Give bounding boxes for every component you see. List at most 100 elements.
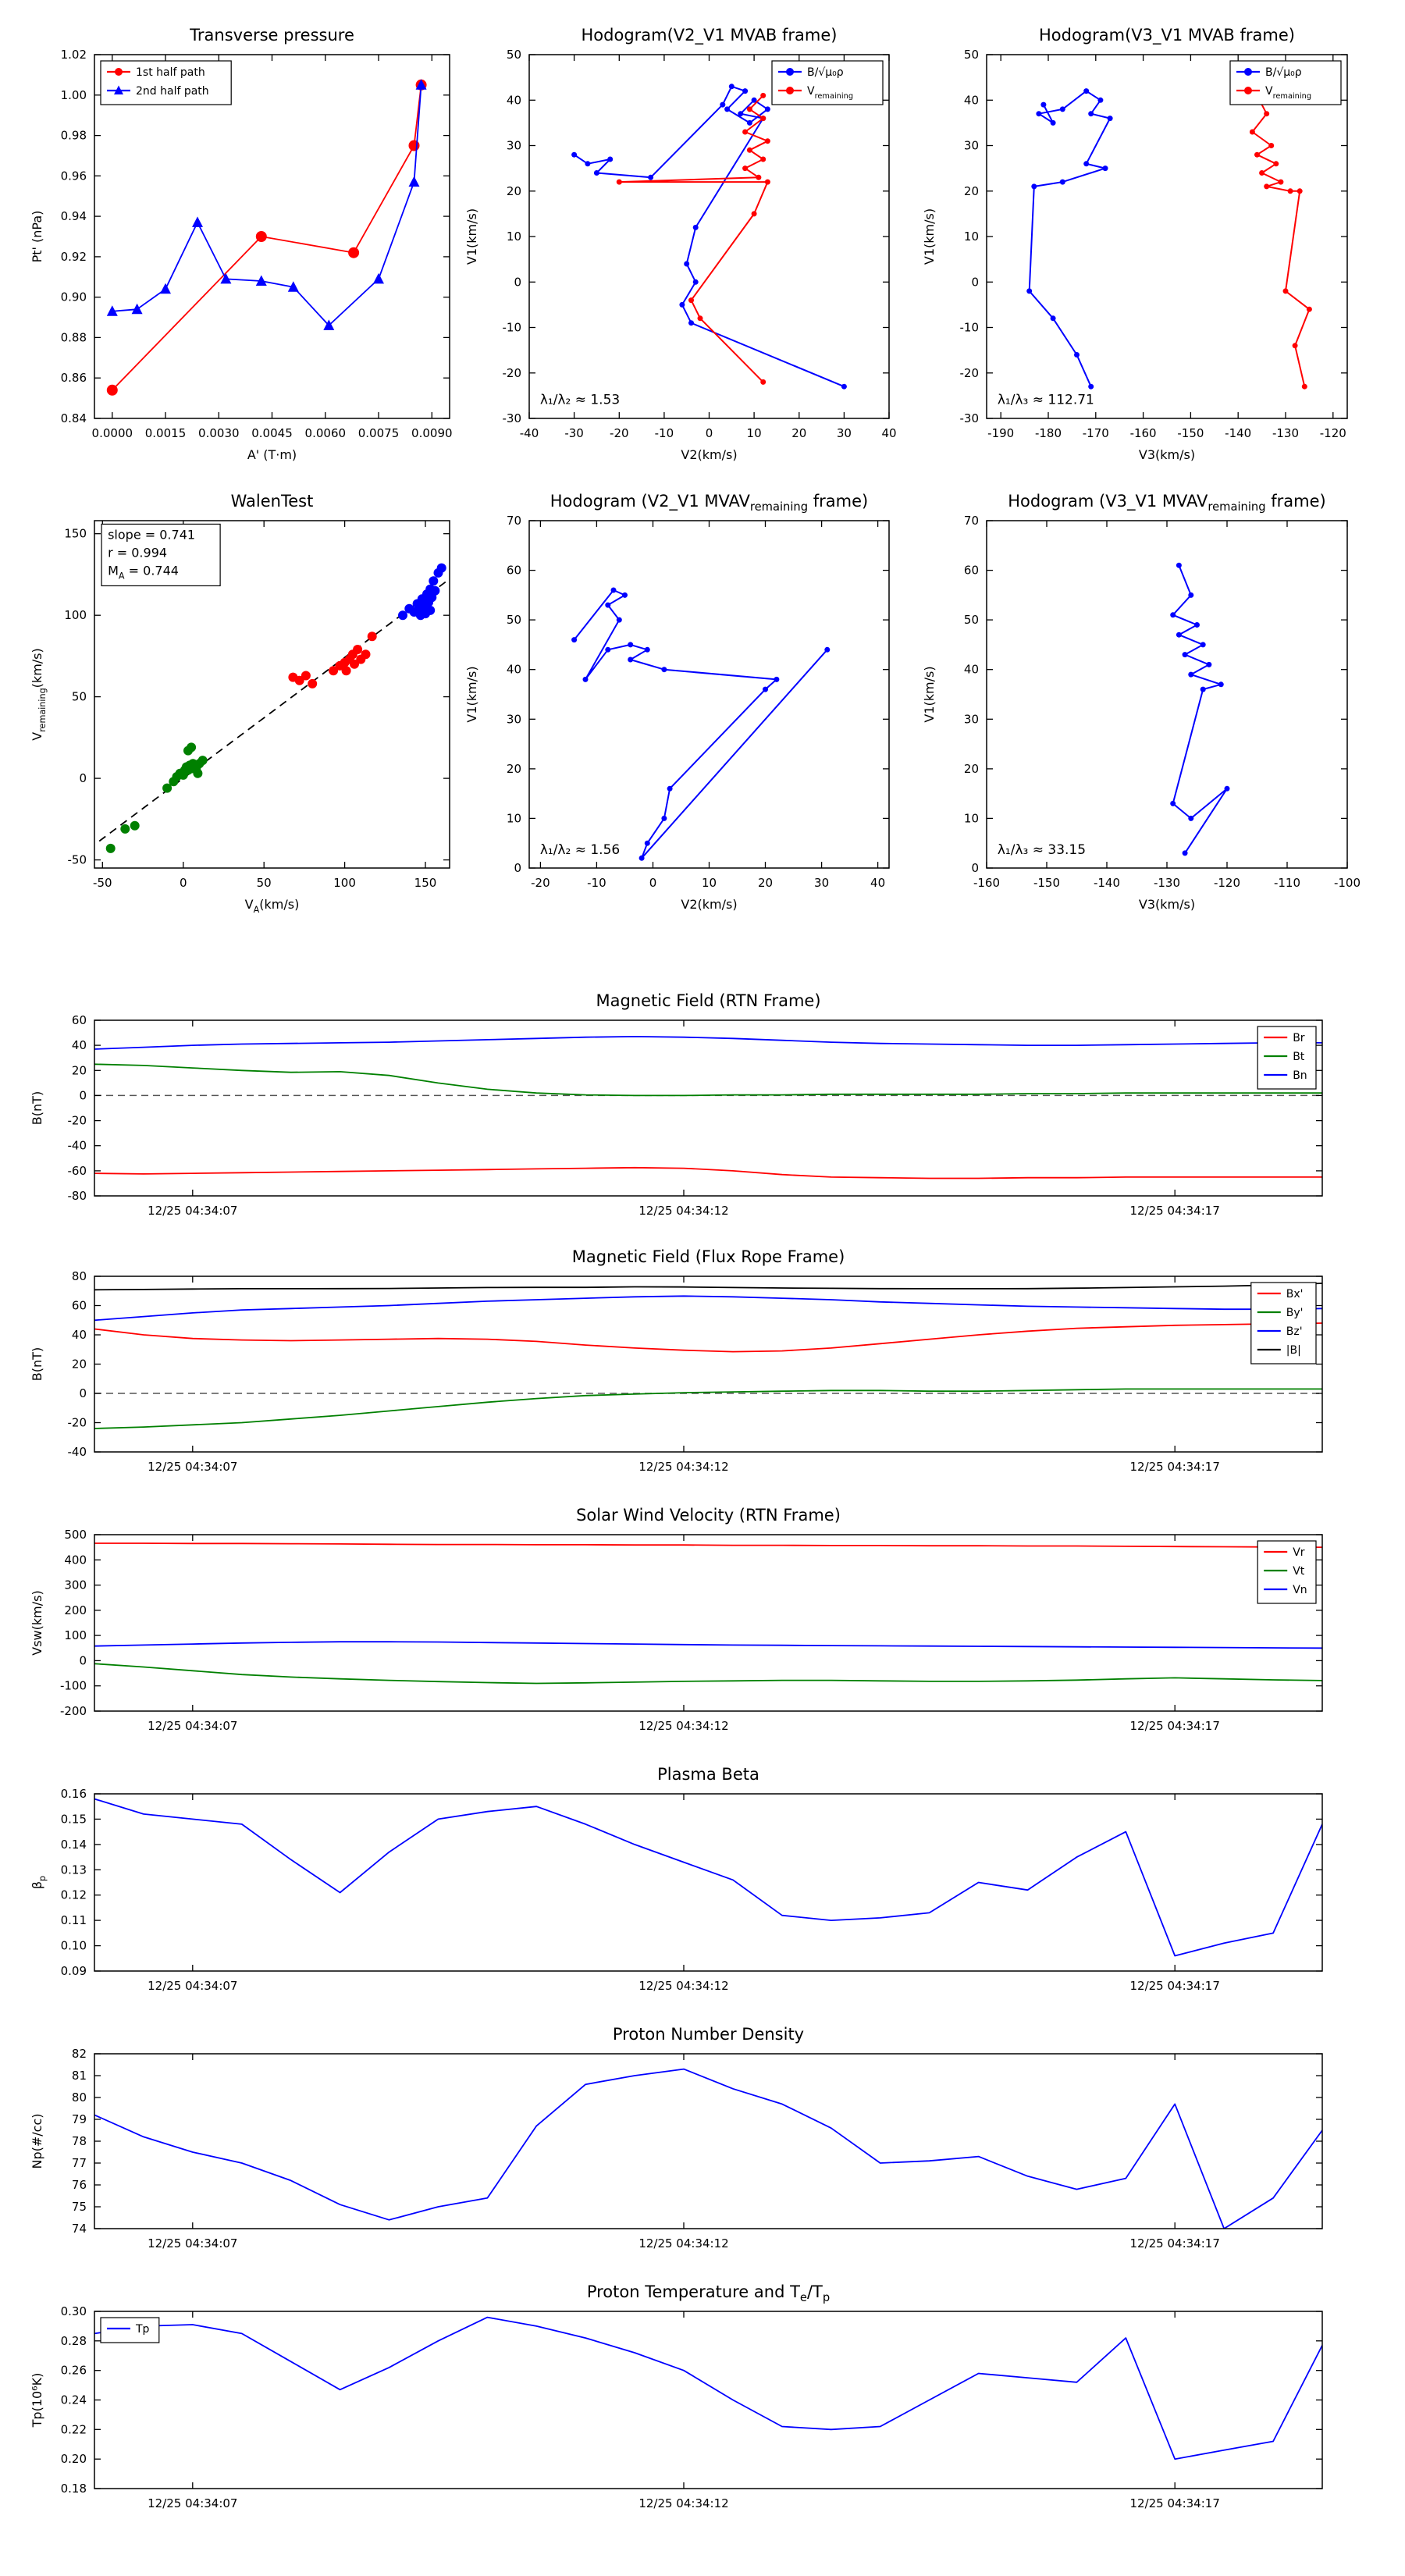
svg-text:0.98: 0.98 — [61, 129, 87, 143]
svg-text:30: 30 — [814, 876, 829, 890]
svg-text:10: 10 — [507, 229, 521, 244]
svg-text:Tp: Tp — [135, 2323, 150, 2336]
svg-text:Vremaining(km/s): Vremaining(km/s) — [30, 648, 48, 741]
svg-text:74: 74 — [72, 2222, 87, 2236]
svg-text:12/25 04:34:17: 12/25 04:34:17 — [1130, 1719, 1220, 1733]
svg-text:-20: -20 — [531, 876, 550, 890]
svg-text:λ₁/λ₃ ≈ 112.71: λ₁/λ₃ ≈ 112.71 — [998, 392, 1094, 407]
svg-text:-130: -130 — [1154, 876, 1180, 890]
svg-text:V1(km/s): V1(km/s) — [922, 208, 937, 265]
svg-text:-10: -10 — [655, 426, 674, 440]
svg-text:Tp(10⁶K): Tp(10⁶K) — [30, 2373, 44, 2428]
svg-text:40: 40 — [72, 1328, 87, 1342]
svg-text:60: 60 — [964, 564, 979, 578]
svg-text:40: 40 — [964, 93, 979, 107]
svg-text:-140: -140 — [1094, 876, 1120, 890]
svg-text:Br: Br — [1293, 1032, 1305, 1044]
svg-text:12/25 04:34:17: 12/25 04:34:17 — [1130, 1460, 1220, 1474]
svg-text:-50: -50 — [68, 853, 87, 867]
svg-text:20: 20 — [507, 184, 521, 198]
svg-text:2nd half path: 2nd half path — [136, 85, 209, 98]
svg-text:0.96: 0.96 — [61, 169, 87, 183]
svg-text:76: 76 — [72, 2178, 87, 2192]
svg-text:V3(km/s): V3(km/s) — [1139, 447, 1195, 462]
chart-plasma-beta: 12/25 04:34:07 12/25 04:34:12 12/25 04:34:… — [12, 1751, 1342, 2022]
svg-text:-100: -100 — [1334, 876, 1361, 890]
svg-text:12/25 04:34:07: 12/25 04:34:07 — [148, 1719, 237, 1733]
svg-text:Vn: Vn — [1293, 1584, 1307, 1596]
svg-text:10: 10 — [964, 811, 979, 825]
svg-text:Magnetic Field (RTN Frame): Magnetic Field (RTN Frame) — [596, 991, 820, 1010]
svg-text:-10: -10 — [587, 876, 606, 890]
svg-text:-100: -100 — [60, 1679, 87, 1693]
svg-text:0.18: 0.18 — [61, 2482, 87, 2496]
svg-text:30: 30 — [964, 139, 979, 153]
svg-text:V1(km/s): V1(km/s) — [922, 666, 937, 722]
svg-text:-20: -20 — [503, 366, 522, 380]
svg-text:Hodogram(V2_V1 MVAB frame): Hodogram(V2_V1 MVAB frame) — [582, 26, 838, 45]
svg-text:50: 50 — [507, 613, 521, 627]
svg-text:0.88: 0.88 — [61, 330, 87, 344]
svg-text:0.30: 0.30 — [61, 2304, 87, 2318]
svg-text:|B|: |B| — [1286, 1344, 1301, 1357]
svg-text:Plasma Beta: Plasma Beta — [657, 1765, 759, 1784]
svg-text:200: 200 — [64, 1603, 87, 1617]
svg-text:0.20: 0.20 — [61, 2452, 87, 2466]
svg-text:0.92: 0.92 — [61, 250, 87, 264]
svg-text:-20: -20 — [68, 1416, 87, 1430]
svg-text:-30: -30 — [960, 411, 980, 425]
svg-text:12/25 04:34:12: 12/25 04:34:12 — [638, 1719, 728, 1733]
svg-text:-170: -170 — [1083, 426, 1109, 440]
svg-text:slope = 0.741: slope = 0.741 — [108, 527, 195, 542]
svg-text:12/25 04:34:17: 12/25 04:34:17 — [1130, 2236, 1220, 2250]
svg-text:Bx': Bx' — [1286, 1288, 1304, 1300]
svg-text:-200: -200 — [60, 1704, 87, 1718]
svg-text:12/25 04:34:12: 12/25 04:34:12 — [638, 1460, 728, 1474]
svg-text:V3(km/s): V3(km/s) — [1139, 897, 1195, 912]
svg-text:10: 10 — [507, 811, 521, 825]
svg-text:300: 300 — [64, 1578, 87, 1592]
svg-text:βp: βp — [30, 1876, 48, 1889]
svg-text:50: 50 — [257, 876, 272, 890]
svg-text:-50: -50 — [93, 876, 112, 890]
svg-text:-140: -140 — [1225, 426, 1251, 440]
svg-text:-160: -160 — [1130, 426, 1157, 440]
svg-text:70: 70 — [507, 514, 521, 528]
svg-text:60: 60 — [72, 1299, 87, 1313]
svg-text:0: 0 — [79, 1386, 87, 1400]
svg-text:0: 0 — [79, 771, 87, 785]
svg-text:12/25 04:34:07: 12/25 04:34:07 — [148, 1979, 237, 1993]
svg-text:Bn: Bn — [1293, 1069, 1307, 1082]
svg-text:80: 80 — [72, 1269, 87, 1283]
svg-text:12/25 04:34:07: 12/25 04:34:07 — [148, 1204, 237, 1218]
svg-text:0.0075: 0.0075 — [358, 426, 400, 440]
svg-text:50: 50 — [964, 613, 979, 627]
svg-text:0.13: 0.13 — [61, 1863, 87, 1877]
svg-text:40: 40 — [507, 93, 521, 107]
svg-text:10: 10 — [747, 426, 762, 440]
svg-text:0: 0 — [514, 275, 521, 289]
chart-magnetic-field-flux-rope: 12/25 04:34:07 12/25 04:34:12 12/25 04:34:… — [12, 1233, 1342, 1503]
svg-text:-60: -60 — [68, 1164, 87, 1178]
svg-text:λ₁/λ₂ ≈ 1.56: λ₁/λ₂ ≈ 1.56 — [540, 842, 620, 858]
svg-text:Proton Number Density: Proton Number Density — [613, 2025, 804, 2044]
svg-text:0: 0 — [971, 861, 979, 875]
svg-text:0.14: 0.14 — [61, 1838, 87, 1852]
svg-text:Proton Temperature and Te/Tp: Proton Temperature and Te/Tp — [587, 2282, 830, 2304]
svg-text:50: 50 — [72, 690, 87, 704]
svg-text:0.0090: 0.0090 — [411, 426, 453, 440]
svg-text:0.0000: 0.0000 — [92, 426, 133, 440]
svg-text:30: 30 — [837, 426, 852, 440]
svg-text:0: 0 — [180, 876, 187, 890]
svg-text:Magnetic Field (Flux Rope Fram: Magnetic Field (Flux Rope Frame) — [572, 1247, 845, 1266]
svg-text:MA = 0.744: MA = 0.744 — [108, 563, 179, 581]
svg-text:82: 82 — [72, 2047, 87, 2061]
svg-text:Np(#/cc): Np(#/cc) — [30, 2114, 44, 2169]
svg-text:20: 20 — [72, 1357, 87, 1372]
svg-text:75: 75 — [72, 2200, 87, 2214]
svg-text:Pt' (nPa): Pt' (nPa) — [30, 211, 44, 263]
svg-text:0: 0 — [649, 876, 657, 890]
svg-text:-20: -20 — [610, 426, 629, 440]
svg-text:λ₁/λ₂ ≈ 1.53: λ₁/λ₂ ≈ 1.53 — [540, 392, 620, 407]
svg-text:0.86: 0.86 — [61, 371, 87, 385]
